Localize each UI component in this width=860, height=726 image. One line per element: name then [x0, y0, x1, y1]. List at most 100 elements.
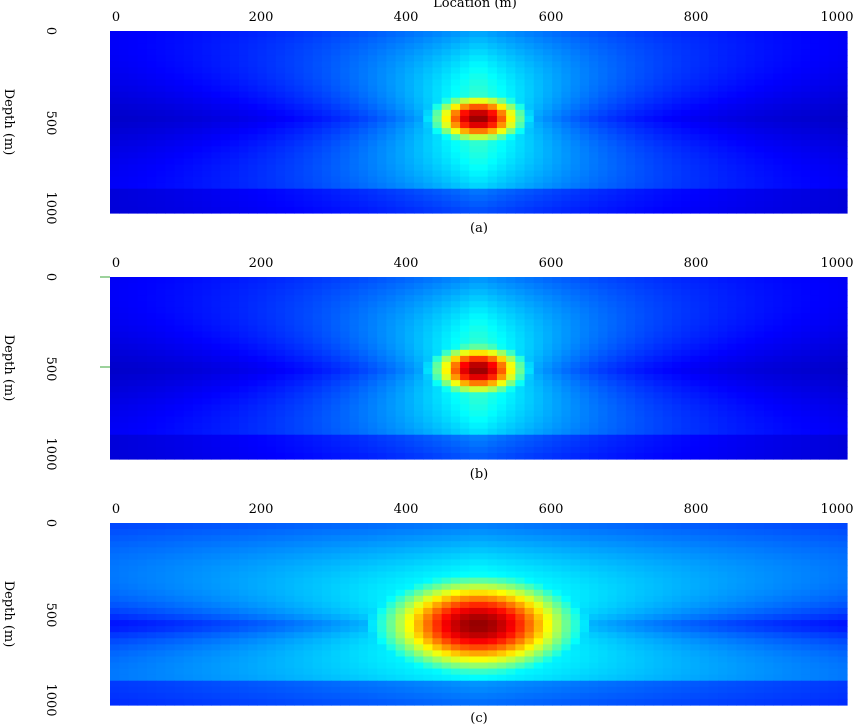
heatmap-cell	[764, 416, 774, 424]
heatmap-cell	[321, 134, 332, 141]
heatmap-cell	[616, 31, 627, 38]
heatmap-cell	[718, 289, 728, 296]
heatmap-cell	[671, 61, 682, 68]
heatmap-cell	[496, 158, 507, 166]
heatmap-cell	[754, 343, 765, 351]
heatmap-cell	[542, 313, 553, 321]
heatmap-cell	[542, 206, 553, 214]
heatmap-cell	[690, 368, 701, 375]
heatmap-cell	[156, 343, 166, 351]
heatmap-cell	[349, 85, 360, 93]
heatmap-cell	[635, 146, 645, 153]
heatmap-cell	[303, 122, 314, 129]
heatmap-cell	[358, 523, 369, 530]
heatmap-cell	[487, 146, 498, 153]
heatmap-cell	[238, 128, 249, 135]
heatmap-cell	[285, 188, 295, 196]
heatmap-cell	[773, 91, 784, 99]
heatmap-cell	[764, 164, 774, 172]
heatmap-cell	[248, 368, 258, 375]
heatmap-cell	[819, 440, 830, 448]
heatmap-cell	[211, 277, 222, 284]
heatmap-cell	[810, 146, 820, 153]
heatmap-cell	[183, 73, 194, 81]
heatmap-cell	[598, 440, 609, 448]
heatmap-cell	[229, 182, 240, 190]
heatmap-cell	[727, 529, 738, 536]
heatmap-cell	[662, 434, 673, 442]
heatmap-cell	[671, 43, 682, 50]
heatmap-cell	[202, 523, 212, 530]
heatmap-cell	[156, 368, 166, 375]
heatmap-cell	[441, 295, 452, 302]
heatmap-cell	[285, 313, 295, 321]
heatmap-cell	[589, 170, 599, 178]
heatmap-cell	[681, 206, 691, 214]
heatmap-cell	[496, 392, 507, 399]
heatmap-cell	[340, 115, 351, 123]
heatmap-cell	[524, 170, 535, 178]
heatmap-cell	[635, 416, 645, 424]
heatmap-cell	[110, 404, 120, 412]
heatmap-cell	[321, 85, 332, 93]
heatmap-cell	[699, 128, 710, 135]
heatmap-cell	[367, 55, 378, 62]
heatmap-cell	[515, 337, 526, 345]
heatmap-cell	[625, 380, 636, 387]
heatmap-cell	[450, 307, 461, 314]
heatmap-cell	[432, 79, 443, 87]
heatmap-cell	[625, 452, 636, 460]
heatmap-cell	[579, 307, 590, 314]
heatmap-cell	[552, 446, 563, 454]
heatmap-cell	[524, 410, 535, 418]
heatmap-cell	[211, 49, 222, 56]
heatmap-cell	[266, 67, 277, 75]
heatmap-cell	[828, 55, 839, 62]
heatmap-cell	[441, 404, 452, 412]
heatmap-cell	[570, 188, 581, 196]
heatmap-cell	[404, 170, 415, 178]
heatmap-cell	[791, 355, 802, 363]
heatmap-cell	[773, 386, 784, 393]
heatmap-cell	[386, 361, 397, 369]
heatmap-cell	[303, 529, 314, 536]
heatmap-cell	[441, 158, 452, 166]
heatmap-cell	[460, 301, 470, 308]
heatmap-cell	[736, 343, 747, 351]
heatmap-cell	[349, 115, 360, 123]
heatmap-cell	[598, 295, 609, 302]
heatmap-cell	[202, 289, 212, 296]
heatmap-cell	[736, 440, 747, 448]
heatmap-cell	[238, 289, 249, 296]
heatmap-cell	[708, 152, 719, 159]
heatmap-cell	[349, 404, 360, 412]
heatmap-cell	[331, 49, 341, 56]
heatmap-cell	[238, 79, 249, 87]
heatmap-cell	[653, 440, 664, 448]
heatmap-cell	[414, 43, 424, 50]
heatmap-cell	[358, 115, 369, 123]
heatmap-cell	[699, 134, 710, 141]
heatmap-cell	[202, 319, 212, 327]
heatmap-cell	[183, 37, 194, 44]
heatmap-cell	[561, 277, 572, 284]
heatmap-cell	[377, 91, 387, 99]
heatmap-cell	[487, 319, 498, 327]
heatmap-cell	[414, 176, 424, 184]
heatmap-cell	[192, 325, 203, 333]
heatmap-cell	[146, 109, 157, 117]
heatmap-cell	[423, 188, 434, 196]
heatmap-cell	[460, 109, 470, 117]
heatmap-cell	[321, 49, 332, 56]
heatmap-cell	[681, 410, 691, 418]
heatmap-cell	[515, 404, 526, 412]
heatmap-cell	[727, 380, 738, 387]
heatmap-cell	[598, 61, 609, 68]
heatmap-cell	[708, 182, 719, 190]
heatmap-cell	[754, 200, 765, 208]
heatmap-cell	[819, 343, 830, 351]
heatmap-cell	[589, 164, 599, 172]
heatmap-cell	[727, 91, 738, 99]
heatmap-cell	[367, 422, 378, 430]
heatmap-cell	[478, 392, 489, 399]
